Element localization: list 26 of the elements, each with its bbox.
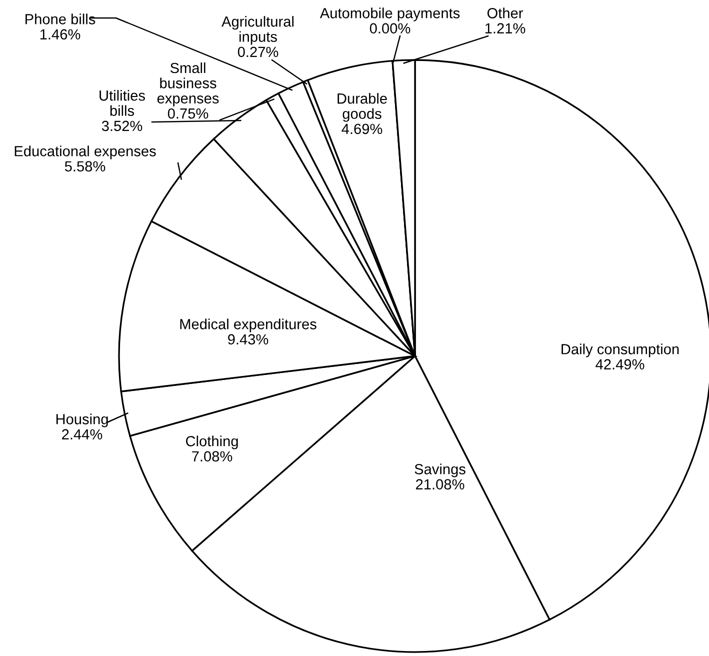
slice-label: Housing xyxy=(56,414,108,428)
category-label: Automobile payments xyxy=(320,8,460,22)
data-label: 5.58% xyxy=(64,161,106,172)
data-label: 7.08% xyxy=(192,451,232,462)
slice-label: Durable goods xyxy=(338,93,387,122)
slice-label: Clothing xyxy=(186,436,238,450)
data-label: 3.52% xyxy=(102,120,142,132)
data-label: 42.49% xyxy=(596,359,644,370)
slice-label: Savings xyxy=(414,464,466,478)
data-label: 1.46% xyxy=(40,29,80,40)
data-label: 0.75% xyxy=(168,108,208,119)
slice-label: Educational expenses xyxy=(14,146,156,160)
data-label: 4.69% xyxy=(342,124,382,134)
slice-label: Utilities bills xyxy=(100,90,145,116)
slice-label: Other xyxy=(487,8,523,18)
data-label: 1.21% xyxy=(485,23,526,34)
data-label: 2.44% xyxy=(62,429,102,440)
data-label: 9.43% xyxy=(228,334,268,345)
data-label: 0.27% xyxy=(238,46,278,58)
slice-label: Daily consumption xyxy=(562,344,679,358)
slice-label: Agricultural inputs xyxy=(222,16,294,45)
data-label: 21.08% xyxy=(416,479,464,490)
slice-label: Small business expenses xyxy=(157,62,219,106)
text: 0.00% xyxy=(370,23,410,34)
slice-label: Phone bills xyxy=(26,14,96,24)
slice-label: Medical expenditures xyxy=(180,318,316,332)
